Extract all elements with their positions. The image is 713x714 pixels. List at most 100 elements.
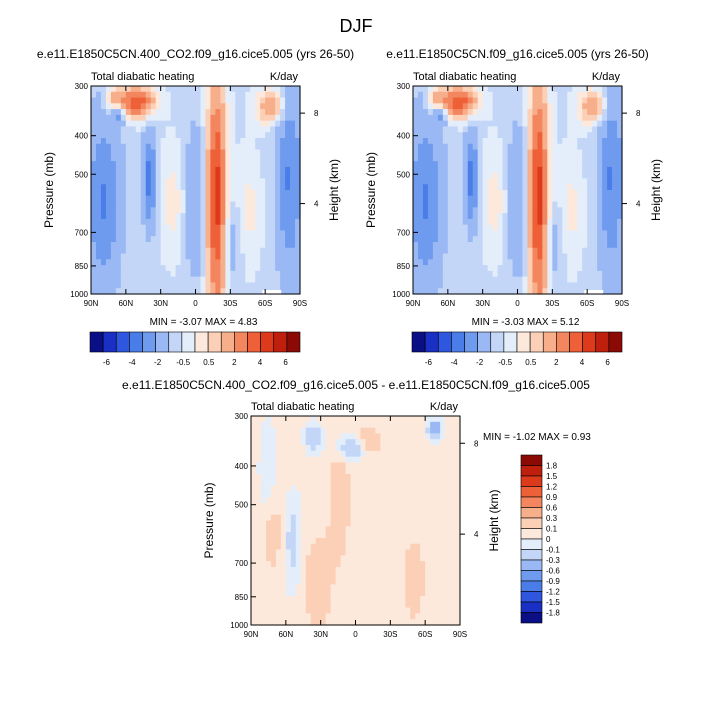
field-cell — [447, 190, 454, 197]
field-cell — [452, 120, 459, 128]
field-cell — [230, 184, 236, 191]
x-tick-label: 60N — [440, 299, 455, 308]
field-cell — [542, 195, 548, 203]
field-cell — [427, 155, 434, 162]
field-cell — [440, 421, 446, 429]
field-cell — [300, 491, 307, 498]
field-cell — [150, 224, 157, 232]
field-cell — [255, 555, 262, 562]
field-cell — [557, 201, 563, 208]
field-cell — [130, 103, 137, 110]
field-cell — [275, 613, 282, 620]
field-cell — [185, 155, 192, 162]
field-cell — [190, 97, 197, 104]
field-cell — [607, 86, 613, 93]
field-cell — [587, 230, 593, 237]
field-cell — [532, 103, 539, 110]
field-cell — [437, 120, 444, 128]
field-cell — [497, 172, 504, 180]
field-cell — [330, 514, 337, 522]
field-cell — [275, 149, 281, 156]
field-cell — [587, 149, 593, 156]
field-cell — [275, 520, 282, 527]
field-cell — [270, 242, 276, 249]
field-cell — [467, 195, 474, 203]
x-tick-label: 30S — [545, 299, 559, 308]
field-cell — [135, 120, 142, 128]
field-cell — [280, 86, 286, 93]
field-cell — [413, 224, 419, 232]
field-cell — [360, 450, 367, 458]
field-cell — [235, 282, 241, 289]
field-cell — [310, 520, 317, 527]
field-cell — [195, 230, 202, 237]
field-cell — [487, 109, 494, 116]
field-cell — [95, 132, 102, 139]
field-cell — [607, 114, 613, 122]
field-cell — [375, 427, 381, 435]
field-cell — [130, 184, 137, 191]
field-cell — [215, 270, 221, 278]
field-cell — [360, 439, 367, 446]
field-cell — [150, 132, 157, 139]
y-axis-right-label: Height (km) — [487, 489, 501, 551]
height-tick-label: 8 — [474, 439, 479, 448]
field-cell — [497, 253, 504, 260]
field-cell — [110, 143, 117, 151]
field-cell — [597, 97, 603, 104]
colorbar-label: 1.5 — [546, 472, 558, 481]
field-cell — [200, 236, 207, 243]
field-cell — [355, 549, 362, 556]
field-cell — [435, 578, 441, 585]
field-cell — [270, 474, 277, 481]
field-cell — [135, 213, 142, 220]
field-cell — [437, 91, 444, 99]
field-cell — [447, 138, 454, 145]
field-cell — [175, 265, 182, 272]
field-cell — [425, 427, 431, 435]
field-cell — [592, 224, 598, 232]
field-cell — [230, 86, 236, 93]
field-cell — [462, 230, 469, 237]
field-cell — [360, 549, 367, 556]
field-cell — [315, 543, 322, 551]
field-cell — [170, 236, 177, 243]
field-cell — [413, 103, 419, 110]
field-cell — [205, 109, 212, 116]
field-cell — [200, 213, 207, 220]
field-cell — [592, 253, 598, 260]
field-cell — [567, 86, 573, 93]
field-cell — [285, 184, 291, 191]
field-cell — [410, 520, 416, 527]
field-cell — [295, 149, 301, 156]
field-cell — [492, 201, 499, 208]
field-cell — [417, 178, 424, 185]
field-cell — [135, 190, 142, 197]
field-cell — [385, 427, 391, 435]
field-cell — [472, 282, 479, 289]
field-cell — [95, 242, 102, 249]
field-cell — [155, 184, 162, 191]
field-cell — [405, 421, 411, 429]
field-cell — [597, 236, 603, 243]
field-cell — [265, 97, 271, 104]
field-cell — [572, 172, 578, 180]
field-cell — [95, 218, 102, 226]
field-cell — [315, 474, 322, 481]
field-cell — [265, 143, 271, 151]
field-cell — [455, 427, 461, 435]
field-cell — [190, 288, 197, 295]
colorbar-label: 2 — [554, 358, 559, 367]
field-cell — [375, 532, 381, 539]
field-cell — [445, 450, 451, 458]
field-cell — [265, 572, 272, 580]
field-cell — [547, 178, 553, 185]
field-cell — [597, 213, 603, 220]
field-cell — [582, 276, 588, 284]
field-cell — [395, 543, 401, 551]
field-cell — [260, 491, 267, 498]
field-cell — [115, 236, 122, 243]
field-cell — [345, 555, 352, 562]
field-cell — [130, 247, 137, 255]
field-cell — [612, 114, 618, 122]
